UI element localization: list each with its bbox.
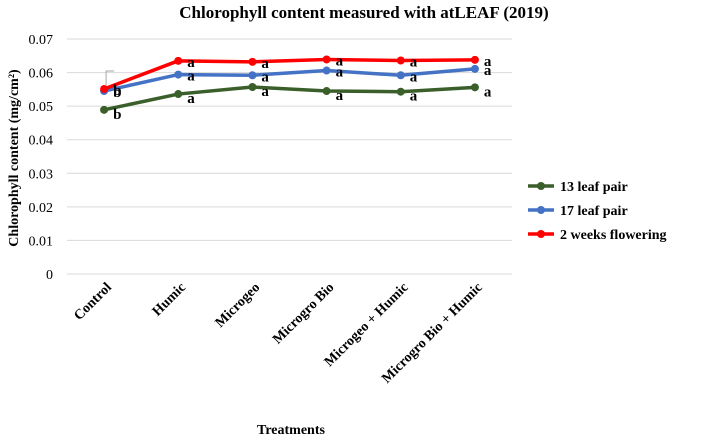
legend-item: 2 weeks flowering [528, 228, 667, 243]
data-point [470, 83, 479, 92]
significance-label: a [336, 65, 344, 81]
series-line [103, 57, 475, 91]
data-point [174, 90, 183, 99]
data-point [248, 83, 257, 92]
data-point [322, 66, 331, 75]
y-tick-label: 0 [46, 268, 53, 283]
y-tick-label: 0.06 [29, 67, 54, 82]
legend-label: 13 leaf pair [560, 180, 628, 195]
significance-label: a [261, 84, 269, 100]
gridlines [67, 38, 512, 275]
data-point [322, 55, 331, 64]
data-point [322, 87, 331, 96]
legend-item: 13 leaf pair [528, 180, 628, 195]
series-line [103, 67, 476, 93]
significance-label: a [410, 89, 418, 105]
significance-label: b [113, 85, 121, 101]
data-point [174, 56, 183, 65]
x-category-label: Microgeo [213, 280, 264, 331]
significance-labels: ba a a a aba a a a aba a a a a [105, 53, 492, 123]
significance-label: a [410, 69, 418, 85]
x-axis-title: Treatments [257, 423, 325, 438]
chart-title: Chlorophyll content measured with atLEAF… [179, 3, 548, 22]
series-group [100, 55, 479, 114]
significance-label: b [113, 107, 121, 123]
significance-label: a [484, 63, 492, 79]
significance-label: a [336, 88, 344, 104]
significance-label: a [187, 69, 195, 85]
label-leader-line [105, 70, 115, 87]
legend-swatch-marker [537, 182, 545, 190]
y-tick-label: 0.03 [29, 167, 54, 182]
legend-swatch-marker [537, 230, 545, 238]
y-tick-label: 0.04 [29, 134, 54, 149]
significance-label: a [336, 53, 344, 69]
legend-item: 17 leaf pair [528, 204, 628, 219]
x-category-label: Humic [150, 280, 189, 319]
legend-label: 2 weeks flowering [560, 228, 667, 243]
y-tick-label: 0.07 [29, 33, 54, 48]
data-point [396, 71, 405, 80]
y-tick-label: 0.01 [29, 234, 54, 249]
data-point [470, 55, 479, 64]
significance-label: a [410, 54, 418, 70]
y-axis-ticks: 0 0.01 0.02 0.03 0.04 0.05 0.06 0.07 [29, 33, 54, 283]
legend-label: 17 leaf pair [560, 204, 628, 219]
data-point [248, 57, 257, 66]
data-point [470, 64, 479, 73]
y-tick-label: 0.05 [29, 100, 54, 115]
data-point [100, 85, 109, 94]
significance-label: a [261, 69, 269, 85]
legend: 13 leaf pair 17 leaf pair 2 weeks flowerin… [528, 180, 667, 243]
significance-label: a [484, 84, 492, 100]
data-point [248, 71, 257, 80]
significance-label: b [113, 83, 121, 99]
significance-label: a [187, 91, 195, 107]
series-line [103, 85, 476, 112]
significance-label: a [484, 54, 492, 70]
data-point [396, 87, 405, 96]
y-tick-label: 0.02 [29, 201, 54, 216]
y-axis-title: Chlorophyll content (mg/cm²) [7, 69, 22, 247]
x-category-label: Control [71, 280, 115, 324]
x-category-label: Microgro Bio [270, 280, 337, 347]
x-axis-categories: Control Humic Microgeo Microgro BioMicrogeo… [71, 280, 485, 386]
significance-label: a [261, 56, 269, 72]
series-1 [100, 83, 479, 114]
significance-label: a [187, 55, 195, 71]
legend-swatch-marker [537, 206, 545, 214]
data-point [174, 70, 183, 79]
data-point [396, 56, 405, 65]
series-3 [100, 55, 479, 94]
data-point [100, 105, 109, 114]
